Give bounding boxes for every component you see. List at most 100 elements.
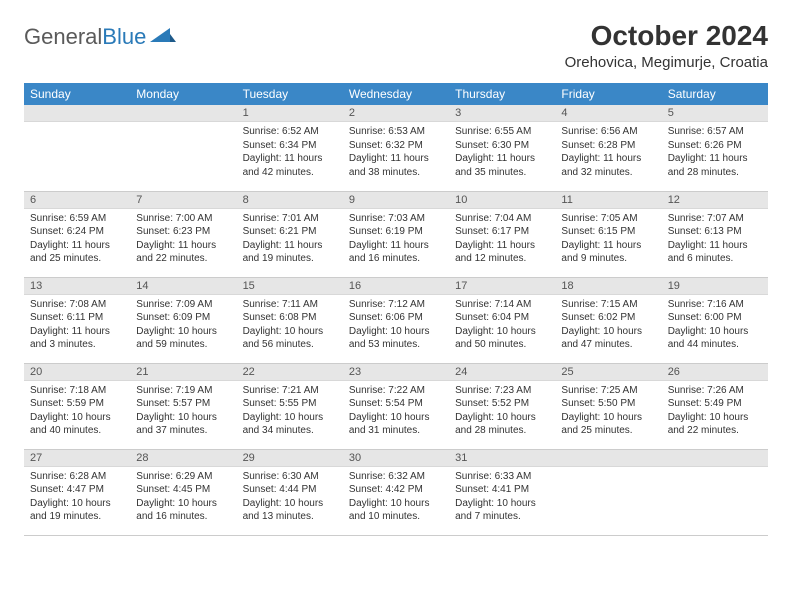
calendar-cell: 25Sunrise: 7:25 AMSunset: 5:50 PMDayligh…: [555, 363, 661, 449]
daylight-text: Daylight: 10 hours and 53 minutes.: [349, 325, 443, 352]
day-number: 9: [343, 192, 449, 209]
sunset-text: Sunset: 5:49 PM: [668, 397, 762, 411]
daylight-text: Daylight: 10 hours and 16 minutes.: [136, 497, 230, 524]
sunrise-text: Sunrise: 6:33 AM: [455, 470, 549, 484]
calendar-cell: 24Sunrise: 7:23 AMSunset: 5:52 PMDayligh…: [449, 363, 555, 449]
sunset-text: Sunset: 6:11 PM: [30, 311, 124, 325]
sunrise-text: Sunrise: 7:07 AM: [668, 212, 762, 226]
sunrise-text: Sunrise: 6:59 AM: [30, 212, 124, 226]
day-number-empty: [662, 450, 768, 467]
sunset-text: Sunset: 6:00 PM: [668, 311, 762, 325]
day-number: 19: [662, 278, 768, 295]
day-number: 17: [449, 278, 555, 295]
sunrise-text: Sunrise: 7:23 AM: [455, 384, 549, 398]
day-number: 8: [237, 192, 343, 209]
calendar-cell: 2Sunrise: 6:53 AMSunset: 6:32 PMDaylight…: [343, 105, 449, 191]
sunrise-text: Sunrise: 7:19 AM: [136, 384, 230, 398]
calendar-cell: 21Sunrise: 7:19 AMSunset: 5:57 PMDayligh…: [130, 363, 236, 449]
header: GeneralBlue October 2024 Orehovica, Megi…: [24, 20, 768, 79]
day-number-empty: [555, 450, 661, 467]
daylight-text: Daylight: 10 hours and 31 minutes.: [349, 411, 443, 438]
logo-part2: Blue: [102, 24, 146, 49]
day-number: 20: [24, 364, 130, 381]
weekday-header: Friday: [555, 83, 661, 105]
day-number: 11: [555, 192, 661, 209]
daylight-text: Daylight: 11 hours and 35 minutes.: [455, 152, 549, 179]
day-body: Sunrise: 7:07 AMSunset: 6:13 PMDaylight:…: [662, 209, 768, 269]
day-number: 10: [449, 192, 555, 209]
daylight-text: Daylight: 11 hours and 9 minutes.: [561, 239, 655, 266]
day-number: 12: [662, 192, 768, 209]
day-body: Sunrise: 6:28 AMSunset: 4:47 PMDaylight:…: [24, 467, 130, 527]
sunrise-text: Sunrise: 7:26 AM: [668, 384, 762, 398]
day-number: 24: [449, 364, 555, 381]
daylight-text: Daylight: 11 hours and 6 minutes.: [668, 239, 762, 266]
daylight-text: Daylight: 11 hours and 32 minutes.: [561, 152, 655, 179]
daylight-text: Daylight: 10 hours and 44 minutes.: [668, 325, 762, 352]
calendar-row: 27Sunrise: 6:28 AMSunset: 4:47 PMDayligh…: [24, 449, 768, 535]
day-number: 22: [237, 364, 343, 381]
sunrise-text: Sunrise: 6:53 AM: [349, 125, 443, 139]
daylight-text: Daylight: 11 hours and 19 minutes.: [243, 239, 337, 266]
sunset-text: Sunset: 6:32 PM: [349, 139, 443, 153]
day-number: 18: [555, 278, 661, 295]
sunrise-text: Sunrise: 6:29 AM: [136, 470, 230, 484]
calendar-cell: 10Sunrise: 7:04 AMSunset: 6:17 PMDayligh…: [449, 191, 555, 277]
sunset-text: Sunset: 4:45 PM: [136, 483, 230, 497]
calendar-cell: 6Sunrise: 6:59 AMSunset: 6:24 PMDaylight…: [24, 191, 130, 277]
day-body: Sunrise: 7:26 AMSunset: 5:49 PMDaylight:…: [662, 381, 768, 441]
calendar-row: 13Sunrise: 7:08 AMSunset: 6:11 PMDayligh…: [24, 277, 768, 363]
sunset-text: Sunset: 4:41 PM: [455, 483, 549, 497]
weekday-header: Sunday: [24, 83, 130, 105]
daylight-text: Daylight: 11 hours and 12 minutes.: [455, 239, 549, 266]
sunrise-text: Sunrise: 7:18 AM: [30, 384, 124, 398]
day-number-empty: [24, 105, 130, 122]
day-body: Sunrise: 7:04 AMSunset: 6:17 PMDaylight:…: [449, 209, 555, 269]
sunrise-text: Sunrise: 7:16 AM: [668, 298, 762, 312]
weekday-header: Thursday: [449, 83, 555, 105]
sunrise-text: Sunrise: 7:05 AM: [561, 212, 655, 226]
sunrise-text: Sunrise: 7:00 AM: [136, 212, 230, 226]
weekday-header: Tuesday: [237, 83, 343, 105]
sunrise-text: Sunrise: 6:52 AM: [243, 125, 337, 139]
day-body: Sunrise: 6:52 AMSunset: 6:34 PMDaylight:…: [237, 122, 343, 182]
day-number: 31: [449, 450, 555, 467]
calendar-table: SundayMondayTuesdayWednesdayThursdayFrid…: [24, 83, 768, 536]
calendar-cell: 7Sunrise: 7:00 AMSunset: 6:23 PMDaylight…: [130, 191, 236, 277]
day-number: 28: [130, 450, 236, 467]
month-title: October 2024: [565, 20, 768, 52]
day-body: Sunrise: 6:32 AMSunset: 4:42 PMDaylight:…: [343, 467, 449, 527]
title-block: October 2024 Orehovica, Megimurje, Croat…: [565, 20, 768, 79]
sunrise-text: Sunrise: 7:22 AM: [349, 384, 443, 398]
weekday-header: Saturday: [662, 83, 768, 105]
logo-part1: General: [24, 24, 102, 49]
sunrise-text: Sunrise: 7:09 AM: [136, 298, 230, 312]
day-body: Sunrise: 7:16 AMSunset: 6:00 PMDaylight:…: [662, 295, 768, 355]
calendar-cell: 16Sunrise: 7:12 AMSunset: 6:06 PMDayligh…: [343, 277, 449, 363]
day-number: 23: [343, 364, 449, 381]
daylight-text: Daylight: 11 hours and 42 minutes.: [243, 152, 337, 179]
day-body: Sunrise: 7:09 AMSunset: 6:09 PMDaylight:…: [130, 295, 236, 355]
sunset-text: Sunset: 4:47 PM: [30, 483, 124, 497]
daylight-text: Daylight: 11 hours and 22 minutes.: [136, 239, 230, 266]
day-number: 2: [343, 105, 449, 122]
calendar-cell: 29Sunrise: 6:30 AMSunset: 4:44 PMDayligh…: [237, 449, 343, 535]
day-number: 16: [343, 278, 449, 295]
logo-text: GeneralBlue: [24, 24, 146, 50]
sunset-text: Sunset: 6:24 PM: [30, 225, 124, 239]
calendar-cell: 9Sunrise: 7:03 AMSunset: 6:19 PMDaylight…: [343, 191, 449, 277]
sunset-text: Sunset: 6:08 PM: [243, 311, 337, 325]
calendar-cell: 14Sunrise: 7:09 AMSunset: 6:09 PMDayligh…: [130, 277, 236, 363]
daylight-text: Daylight: 10 hours and 50 minutes.: [455, 325, 549, 352]
calendar-cell: 11Sunrise: 7:05 AMSunset: 6:15 PMDayligh…: [555, 191, 661, 277]
logo-triangle-icon: [150, 26, 176, 49]
calendar-cell: 28 Sunrise: 6:29 AMSunset: 4:45 PMDayligh…: [130, 449, 236, 535]
day-number: 5: [662, 105, 768, 122]
day-number-empty: [130, 105, 236, 122]
sunset-text: Sunset: 6:21 PM: [243, 225, 337, 239]
sunrise-text: Sunrise: 6:28 AM: [30, 470, 124, 484]
weekday-header: Monday: [130, 83, 236, 105]
day-body: Sunrise: 7:01 AMSunset: 6:21 PMDaylight:…: [237, 209, 343, 269]
sunrise-text: Sunrise: 6:55 AM: [455, 125, 549, 139]
daylight-text: Daylight: 10 hours and 40 minutes.: [30, 411, 124, 438]
